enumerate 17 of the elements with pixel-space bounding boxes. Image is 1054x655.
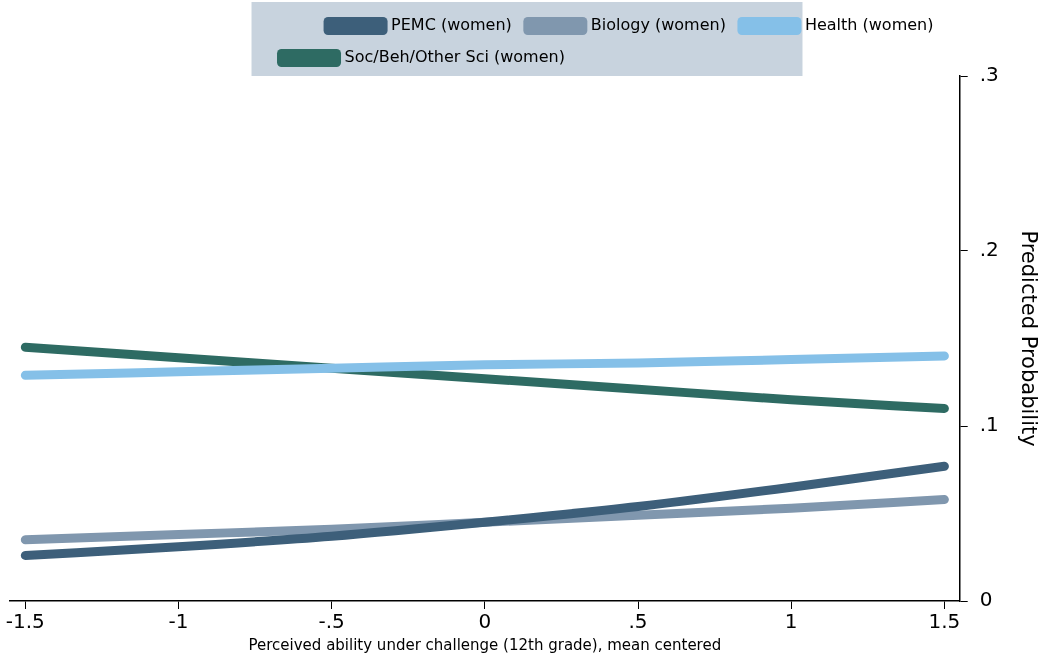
y-tick-label: .2 (979, 237, 999, 262)
y-axis-title: Predicted Probability (1016, 230, 1041, 447)
y-tick-label: 0 (979, 587, 993, 612)
x-tick-label: -1.5 (5, 609, 45, 634)
x-tick-label: .5 (628, 609, 648, 634)
x-tick-label: 1 (784, 609, 798, 634)
x-tick-label: 1.5 (928, 609, 961, 634)
y-tick-label: .3 (979, 62, 999, 87)
legend-label: Health (women) (804, 15, 934, 35)
legend-label: Biology (women) (590, 15, 726, 35)
x-tick-label: 0 (478, 609, 492, 634)
legend-label: PEMC (women) (391, 15, 512, 35)
x-axis-title: Perceived ability under challenge (12th grade), mean centered (248, 635, 722, 654)
y-tick-label: .1 (979, 412, 999, 437)
legend-label: Soc/Beh/Other Sci (women) (344, 47, 565, 67)
x-tick-label: -1 (168, 609, 189, 634)
x-tick-label: -.5 (318, 609, 345, 634)
